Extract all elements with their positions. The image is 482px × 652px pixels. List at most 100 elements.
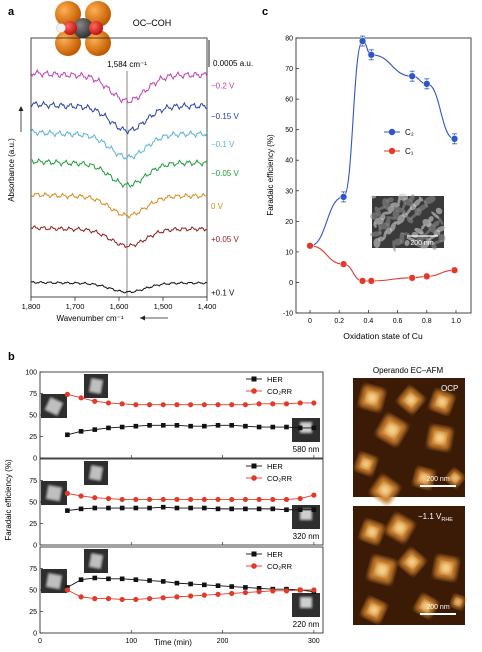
panel-b-point xyxy=(160,402,166,408)
panel-a-frame xyxy=(30,37,208,298)
panel-c-point xyxy=(306,242,314,250)
panel-a-title: OC–COH xyxy=(133,18,172,28)
panel-b-point xyxy=(174,580,180,586)
panel-c-series-line xyxy=(309,245,455,282)
panel-b-point xyxy=(256,506,262,512)
panel-b-point xyxy=(64,490,70,496)
legend-marker xyxy=(251,563,257,569)
panel-b-point xyxy=(106,425,111,431)
panel-b-point xyxy=(133,496,139,503)
legend-c2: C₂ xyxy=(405,128,414,137)
panel-b-point xyxy=(78,429,84,434)
panel-b-point xyxy=(270,506,276,512)
spectrum-label: −0.05 V xyxy=(211,169,239,178)
panel-b-y-tick-label: 0 xyxy=(33,631,37,638)
panel-b-point xyxy=(92,495,98,501)
panel-a-x-tick-label: 1,500 xyxy=(154,302,173,311)
panel-b-point xyxy=(270,424,276,430)
panel-b-point xyxy=(311,425,317,431)
panel-c-x-tick-label: 0 xyxy=(308,318,312,325)
panel-b-x-tick-label: 0 xyxy=(38,638,42,645)
legend-marker xyxy=(251,551,257,557)
panel-c-point xyxy=(408,274,416,282)
panel-c-x-axis-label: Oxidation state of Cu xyxy=(343,331,423,341)
panel-b-point xyxy=(160,496,166,503)
panel-c-y-tick-label: 20 xyxy=(285,219,293,226)
panel-b-point xyxy=(283,588,290,594)
panel-b-y-tick-label: 25 xyxy=(29,521,37,528)
afm-title: Operando EC–AFM xyxy=(373,366,444,375)
panel-b-y-tick-label: 75 xyxy=(29,566,37,573)
panel-b-particle-size: 580 nm xyxy=(293,445,320,454)
panel-c-y-tick-label: 60 xyxy=(285,97,293,104)
panel-b-point xyxy=(256,496,262,503)
panel-c-point xyxy=(423,272,431,280)
panel-b-point xyxy=(242,589,249,596)
panel-b-x-tick-label: 100 xyxy=(125,638,137,645)
panel-b-point xyxy=(256,401,262,407)
panel-c-point xyxy=(367,277,375,285)
spectrum-line xyxy=(30,128,208,160)
panel-c-x-tick-label: 0.4 xyxy=(364,318,374,325)
panel-b-point xyxy=(229,506,235,512)
spectrum-label: 0 V xyxy=(211,202,224,211)
panel-c-y-tick-label: 50 xyxy=(285,127,293,134)
panel-b-point xyxy=(78,395,84,401)
panel-b-point xyxy=(78,577,84,582)
panel-b-point xyxy=(160,423,166,428)
panel-c-point xyxy=(450,266,459,274)
panel-b-point xyxy=(311,587,317,593)
panel-c: c -10 0 10 20 30 40 50 60 70 80 0 0.2 0.4 0.6 0.8 1.0 F… xyxy=(262,6,472,341)
panel-a-x-axis-label: Wavenumber cm⁻¹ xyxy=(56,314,123,323)
afm-panel: Operando EC–AFM OCP 200 nm −1.1 VRHE 200… xyxy=(353,366,465,625)
panel-b-y-tick-label: 75 xyxy=(29,391,37,398)
panel-b-point xyxy=(243,506,248,512)
panel-b-frame xyxy=(39,458,324,546)
panel-b-point xyxy=(297,507,303,513)
panel-a-spectra xyxy=(30,68,208,294)
panel-b-point xyxy=(188,581,193,587)
panel-a-x-tick-label: 1,700 xyxy=(66,302,85,311)
panel-b-y-tick-label: 50 xyxy=(29,500,37,507)
panel-b-point xyxy=(92,398,98,404)
panel-b-y-tick-label: 75 xyxy=(29,478,37,485)
spectrum-line xyxy=(30,100,208,135)
panel-b-point xyxy=(160,595,166,601)
panel-c-frame xyxy=(295,37,472,314)
panel-c-inset-scale: 200 nm xyxy=(410,240,434,247)
panel-b-point xyxy=(146,496,153,503)
panel-b-point xyxy=(284,507,289,513)
panel-b-point xyxy=(119,576,125,582)
panel-b-point xyxy=(92,427,98,432)
panel-b-legend-label: HER xyxy=(267,550,283,559)
panel-b-y-tick-label: 25 xyxy=(29,434,37,441)
panel-b-point xyxy=(64,391,70,397)
panel-b-point xyxy=(133,577,139,582)
panel-b-point xyxy=(270,588,276,594)
panel-b-point xyxy=(78,594,84,600)
panel-b-x-tick-label: 200 xyxy=(217,638,229,645)
panel-b-point xyxy=(188,593,194,599)
panel-b-point xyxy=(133,505,139,511)
panel-b-legend-label: CO₂RR xyxy=(267,562,293,571)
panel-b-point xyxy=(202,582,207,588)
panel-b: b Faradaic efficiency (%) Time (min) 0 25… xyxy=(4,351,324,647)
panel-b-point xyxy=(202,423,207,429)
panel-b-point xyxy=(270,496,276,503)
panel-b-point xyxy=(256,589,262,595)
panel-b-frame xyxy=(39,546,324,634)
panel-b-point xyxy=(229,402,235,408)
panel-b-point xyxy=(215,402,221,408)
legend-marker xyxy=(251,376,257,382)
panel-b-point xyxy=(243,423,248,429)
spectrum-label: −0.15 V xyxy=(211,112,239,121)
panel-b-point xyxy=(188,505,193,511)
panel-c-x-tick-label: 0.2 xyxy=(334,318,344,325)
panel-b-point xyxy=(78,506,84,512)
panel-b-point xyxy=(119,496,125,503)
panel-b-point xyxy=(284,424,289,430)
panel-b-point xyxy=(215,591,221,597)
panel-b-point xyxy=(92,505,98,511)
panel-b-legend-label: HER xyxy=(267,462,283,471)
panel-b-legend-label: CO₂RR xyxy=(267,474,293,483)
